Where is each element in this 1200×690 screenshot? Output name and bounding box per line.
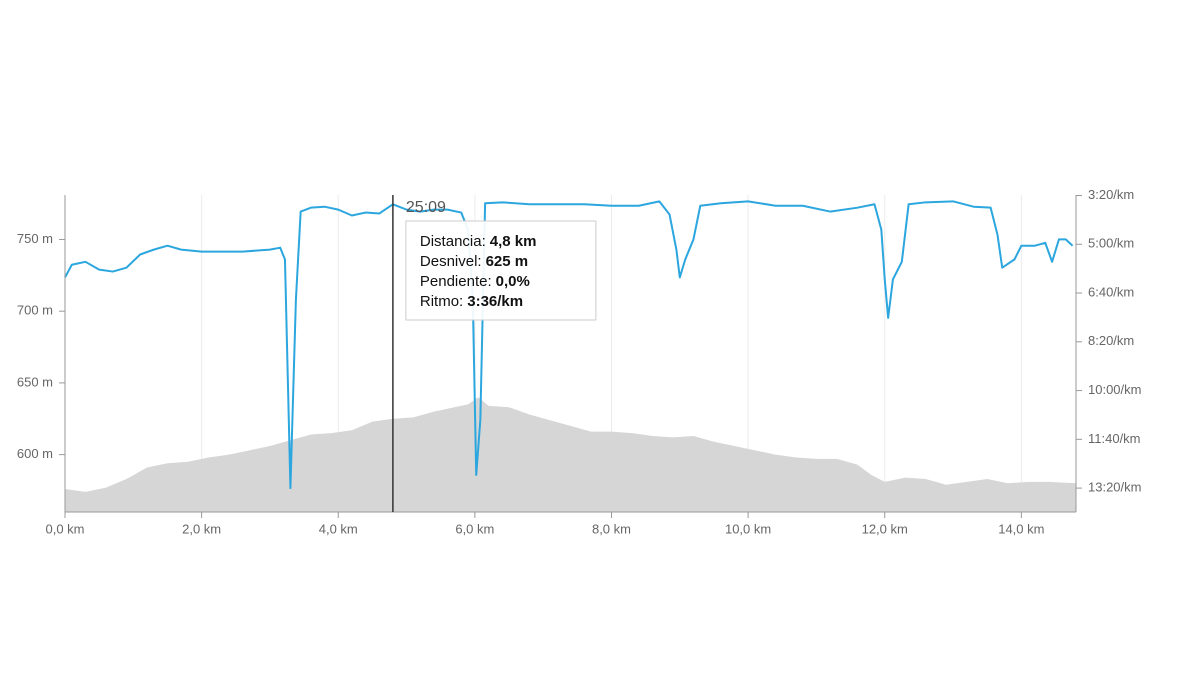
y-tick-label: 700 m — [17, 303, 53, 318]
tooltip-box — [405, 220, 597, 321]
x-tick-label: 12,0 km — [862, 521, 908, 536]
tooltip-value: 625 m — [486, 253, 529, 270]
pace-line — [64, 200, 1074, 490]
x-tick-label: 10,0 km — [725, 521, 771, 536]
tooltip-label: Desnivel: — [420, 253, 482, 270]
elevation-area — [65, 397, 1076, 512]
cursor-time: 25:09 — [406, 199, 446, 216]
y-tick-label: 650 m — [17, 374, 53, 389]
x-tick-label: 8,0 km — [592, 521, 631, 536]
x-tick-label: 14,0 km — [998, 521, 1044, 536]
tooltip-value: 3:36/km — [467, 293, 523, 310]
tooltip-line: Desnivel: 625 m — [420, 253, 528, 270]
y2-tick-label: 8:20/km — [1088, 333, 1134, 348]
tooltip-line: Ritmo: 3:36/km — [420, 293, 523, 310]
tooltip-label: Distancia: — [420, 233, 486, 250]
x-tick-label: 4,0 km — [319, 521, 358, 536]
y-tick-label: 600 m — [17, 446, 53, 461]
x-tick-label: 6,0 km — [455, 521, 494, 536]
y-tick-label: 750 m — [17, 231, 53, 246]
tooltip-value: 0,0% — [496, 273, 530, 290]
x-tick-label: 0,0 km — [45, 521, 84, 536]
tooltip-line: Distancia: 4,8 km — [420, 233, 537, 250]
x-tick-label: 2,0 km — [182, 521, 221, 536]
y2-tick-label: 5:00/km — [1088, 236, 1134, 251]
tooltip-line: Pendiente: 0,0% — [420, 273, 530, 290]
tooltip-value: 4,8 km — [490, 233, 537, 250]
y2-tick-label: 13:20/km — [1088, 480, 1141, 495]
tooltip-label: Pendiente: — [420, 273, 492, 290]
y2-tick-label: 11:40/km — [1088, 431, 1141, 446]
y2-tick-label: 10:00/km — [1088, 382, 1141, 397]
y2-tick-label: 3:20/km — [1088, 187, 1134, 202]
y2-tick-label: 6:40/km — [1088, 284, 1134, 299]
tooltip-label: Ritmo: — [420, 293, 463, 310]
